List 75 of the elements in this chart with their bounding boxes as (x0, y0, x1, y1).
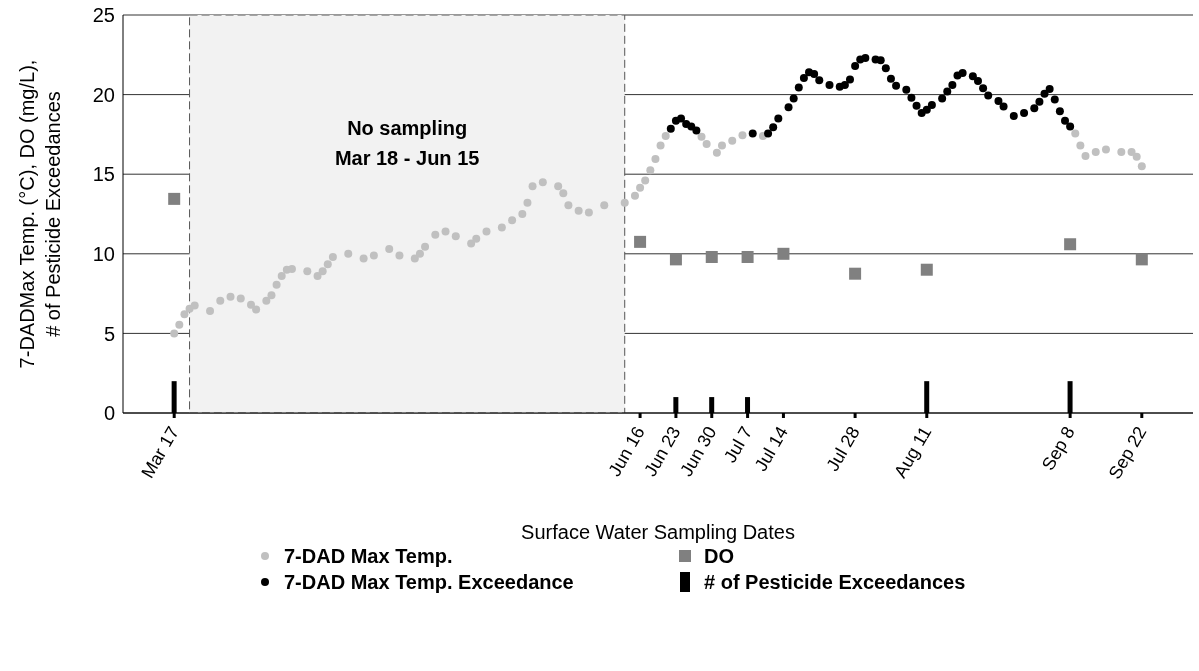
x-tick-label: Mar 17 (137, 423, 183, 482)
point (938, 94, 947, 103)
y-tick-label: 15 (92, 163, 115, 186)
point (774, 114, 783, 123)
point (794, 83, 803, 92)
point (849, 267, 862, 280)
legend-label: # of Pesticide Exceedances (704, 570, 966, 594)
x-tick-label: Sep 8 (1037, 423, 1079, 474)
point (968, 72, 977, 81)
point (1061, 116, 1070, 125)
point (1064, 238, 1077, 251)
point (999, 102, 1008, 111)
point (907, 93, 916, 102)
point (948, 81, 957, 90)
point (979, 84, 988, 93)
point (1040, 89, 1049, 98)
point (666, 124, 675, 133)
point (677, 114, 686, 123)
point (692, 126, 701, 135)
point (1055, 107, 1064, 116)
y-tick-label: 10 (92, 242, 115, 265)
point (994, 96, 1003, 105)
point (1045, 85, 1054, 94)
point (748, 129, 757, 138)
point (861, 53, 870, 62)
point (769, 123, 778, 132)
y-tick-label: 0 (103, 402, 115, 425)
point (840, 81, 849, 90)
point (984, 91, 993, 100)
legend-label: DO (704, 544, 734, 568)
point (912, 101, 921, 110)
point (845, 75, 854, 84)
point (687, 122, 696, 131)
point (810, 69, 819, 78)
point (168, 192, 181, 205)
point (1030, 104, 1039, 113)
y-axis-title: 7-DADMax Temp. (°C), DO (mg/L), # of Pesticide Exceedances (16, 59, 64, 369)
point (784, 103, 793, 112)
point (799, 73, 808, 82)
point (902, 85, 911, 94)
y-tick-label: 5 (103, 322, 115, 345)
point (705, 250, 718, 263)
point (777, 247, 790, 260)
point (886, 74, 895, 83)
point (892, 81, 901, 90)
point (815, 76, 824, 85)
point (741, 250, 754, 263)
point (764, 129, 773, 138)
point (927, 100, 936, 109)
y-tick-label: 25 (92, 4, 115, 27)
point (1020, 108, 1029, 117)
point (634, 235, 647, 248)
point (876, 56, 885, 65)
legend-label: 7-DAD Max Temp. Exceedance (284, 570, 574, 594)
x-tick-label: Jul 28 (822, 423, 864, 475)
x-axis-title: Surface Water Sampling Dates (521, 521, 795, 543)
point (1035, 97, 1044, 106)
point (789, 94, 798, 103)
point (922, 105, 931, 114)
point (973, 77, 982, 86)
point (1009, 112, 1018, 121)
point (958, 69, 967, 78)
band-label: No sampling Mar 18 - Jun 15 (334, 117, 480, 169)
y-tick-label: 20 (92, 83, 115, 106)
point (881, 64, 890, 73)
point (851, 61, 860, 70)
point (920, 263, 933, 276)
point (1050, 95, 1059, 104)
legend-label: 7-DAD Max Temp. (284, 544, 453, 568)
point (1135, 253, 1148, 266)
x-tick-label: Sep 22 (1104, 423, 1151, 483)
point (943, 87, 952, 96)
point (825, 81, 834, 90)
point (669, 253, 682, 266)
point (1066, 122, 1075, 131)
